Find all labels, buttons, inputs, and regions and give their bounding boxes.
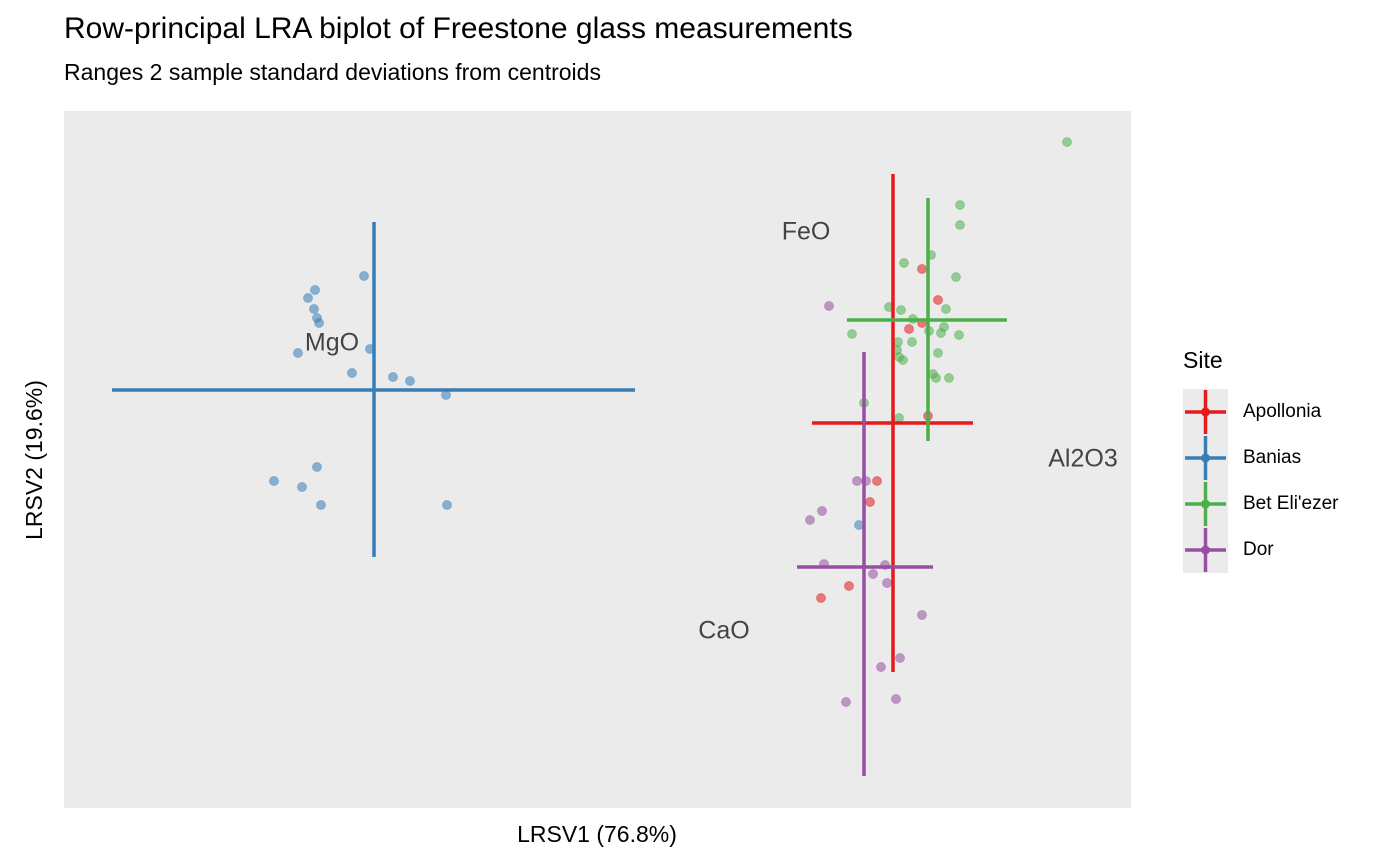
point — [359, 271, 369, 281]
point — [805, 515, 815, 525]
point — [854, 520, 864, 530]
point — [917, 264, 927, 274]
y-axis-label: LRSV2 (19.6%) — [21, 380, 47, 540]
point — [868, 569, 878, 579]
point — [933, 348, 943, 358]
point — [955, 200, 965, 210]
legend-title: Site — [1183, 347, 1223, 373]
point — [852, 476, 862, 486]
legend-key — [1201, 545, 1210, 555]
point — [894, 413, 904, 423]
point — [314, 318, 324, 328]
variable-label: Al2O3 — [1048, 445, 1117, 473]
point — [1062, 137, 1072, 147]
point — [844, 581, 854, 591]
point — [951, 272, 961, 282]
x-axis-label: LRSV1 (76.8%) — [517, 821, 677, 847]
point — [817, 506, 827, 516]
point — [309, 304, 319, 314]
point — [872, 476, 882, 486]
point — [310, 285, 320, 295]
legend-label: Bet Eli'ezer — [1243, 493, 1339, 514]
point — [955, 220, 965, 230]
point — [931, 373, 941, 383]
point — [405, 376, 415, 386]
point — [841, 697, 851, 707]
point — [441, 390, 451, 400]
point — [297, 482, 307, 492]
point — [891, 694, 901, 704]
point — [941, 304, 951, 314]
point — [936, 328, 946, 338]
legend-label: Apollonia — [1243, 401, 1322, 422]
point — [917, 610, 927, 620]
legend-label: Dor — [1243, 539, 1274, 560]
chart-title: Row-principal LRA biplot of Freestone gl… — [64, 12, 853, 45]
legend-key — [1201, 407, 1210, 417]
point — [907, 337, 917, 347]
point — [269, 476, 279, 486]
point — [865, 497, 875, 507]
point — [847, 329, 857, 339]
point — [896, 305, 906, 315]
point — [876, 662, 886, 672]
point — [312, 462, 322, 472]
point — [899, 258, 909, 268]
point — [293, 348, 303, 358]
point — [347, 368, 357, 378]
point — [895, 653, 905, 663]
legend-key — [1201, 453, 1210, 463]
variable-label: FeO — [782, 218, 831, 246]
point — [944, 373, 954, 383]
point — [904, 324, 914, 334]
point — [898, 355, 908, 365]
point — [316, 500, 326, 510]
point — [954, 330, 964, 340]
legend-label: Banias — [1243, 447, 1301, 468]
point — [933, 295, 943, 305]
point — [882, 578, 892, 588]
chart-subtitle: Ranges 2 sample standard deviations from… — [64, 59, 601, 85]
legend-key — [1201, 499, 1210, 509]
point — [824, 301, 834, 311]
variable-label: CaO — [698, 617, 749, 645]
variable-label: MgO — [305, 329, 359, 357]
point — [303, 293, 313, 303]
panel — [64, 111, 1131, 808]
point — [388, 372, 398, 382]
point — [442, 500, 452, 510]
point — [816, 593, 826, 603]
